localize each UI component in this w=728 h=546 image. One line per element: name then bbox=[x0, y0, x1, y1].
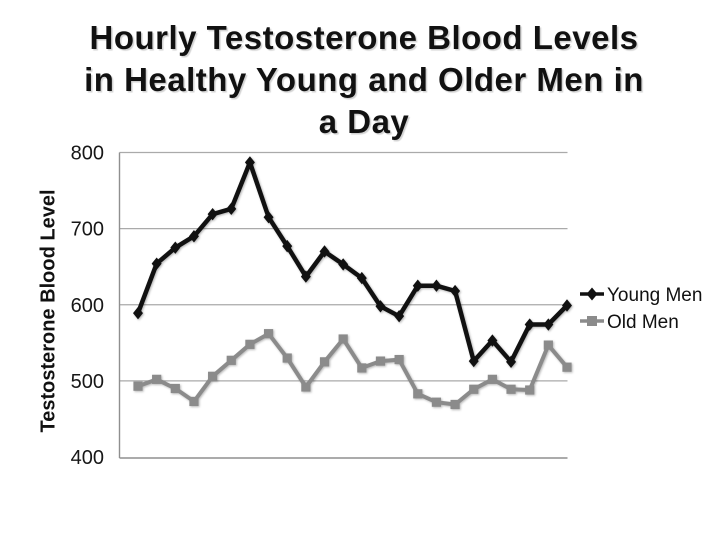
young-men-legend-diamond-icon bbox=[586, 287, 598, 301]
old-men-legend-square-icon bbox=[587, 316, 597, 326]
young-men-marker bbox=[524, 318, 535, 331]
plot-area: 400 500 600 700 800 bbox=[71, 143, 572, 469]
young-men-marker bbox=[412, 279, 423, 292]
old-men-marker bbox=[431, 397, 442, 407]
old-men-marker bbox=[525, 385, 535, 395]
old-men-marker bbox=[301, 382, 311, 392]
young-men-marker bbox=[450, 284, 461, 298]
young-men-marker bbox=[543, 318, 554, 331]
old-men-marker bbox=[133, 381, 143, 391]
old-men-marker bbox=[543, 340, 553, 350]
young-men-marker bbox=[207, 207, 218, 221]
y-tick-label: 700 bbox=[71, 219, 104, 241]
young-men-marker bbox=[151, 257, 162, 270]
title-line-3: a Day bbox=[318, 103, 410, 140]
old-men-marker bbox=[394, 354, 404, 365]
old-men-marker bbox=[469, 384, 479, 394]
young-men-marker bbox=[394, 309, 405, 323]
young-men-series bbox=[133, 156, 572, 369]
title-line-2: in Healthy Young and Older Men in bbox=[84, 61, 644, 98]
old-men-series bbox=[133, 329, 572, 410]
old-men-marker bbox=[487, 374, 497, 384]
young-men-marker bbox=[375, 300, 386, 313]
young-men-marker bbox=[188, 230, 199, 243]
old-men-marker bbox=[375, 356, 386, 366]
young-men-marker bbox=[506, 355, 517, 369]
y-tick-label: 600 bbox=[71, 295, 104, 317]
title-line-1: Hourly Testosterone Blood Levels bbox=[89, 19, 639, 56]
young-men-marker bbox=[133, 306, 143, 320]
young-men-marker bbox=[319, 245, 330, 258]
old-men-line bbox=[136, 331, 569, 407]
young-men-marker bbox=[561, 299, 572, 312]
young-men-marker bbox=[263, 211, 274, 224]
y-tick-label: 500 bbox=[71, 371, 104, 393]
page-title: Hourly Testosterone Blood Levels in Heal… bbox=[0, 17, 728, 143]
old-men-marker bbox=[245, 339, 255, 349]
young-men-marker bbox=[487, 334, 498, 347]
young-men-marker bbox=[244, 156, 255, 169]
young-men-marker bbox=[356, 271, 367, 285]
old-men-marker bbox=[319, 357, 330, 367]
young-men-marker bbox=[300, 270, 311, 283]
legend: Young Men Old Men bbox=[580, 285, 702, 333]
old-men-marker bbox=[413, 389, 423, 399]
young-men-marker bbox=[338, 258, 349, 271]
old-men-marker bbox=[562, 362, 572, 372]
old-men-marker bbox=[189, 396, 199, 407]
old-men-marker bbox=[282, 353, 292, 363]
old-men-legend-label: Old Men bbox=[607, 312, 679, 333]
y-tick-label: 800 bbox=[71, 143, 104, 165]
y-tick-label: 400 bbox=[71, 447, 104, 469]
young-men-marker bbox=[282, 239, 293, 253]
old-men-marker bbox=[338, 334, 348, 344]
young-men-line bbox=[135, 160, 570, 365]
old-men-marker bbox=[450, 399, 460, 410]
old-men-marker bbox=[506, 384, 516, 394]
old-men-marker bbox=[208, 371, 218, 381]
old-men-marker bbox=[357, 363, 367, 373]
young-men-marker bbox=[468, 354, 479, 368]
young-men-marker bbox=[170, 241, 181, 254]
old-men-marker bbox=[170, 383, 180, 394]
old-men-marker bbox=[263, 329, 274, 339]
young-men-legend-label: Young Men bbox=[607, 285, 702, 306]
old-men-marker bbox=[226, 355, 236, 365]
young-men-marker bbox=[431, 279, 442, 292]
old-men-marker bbox=[152, 374, 162, 384]
young-men-marker bbox=[226, 202, 237, 216]
